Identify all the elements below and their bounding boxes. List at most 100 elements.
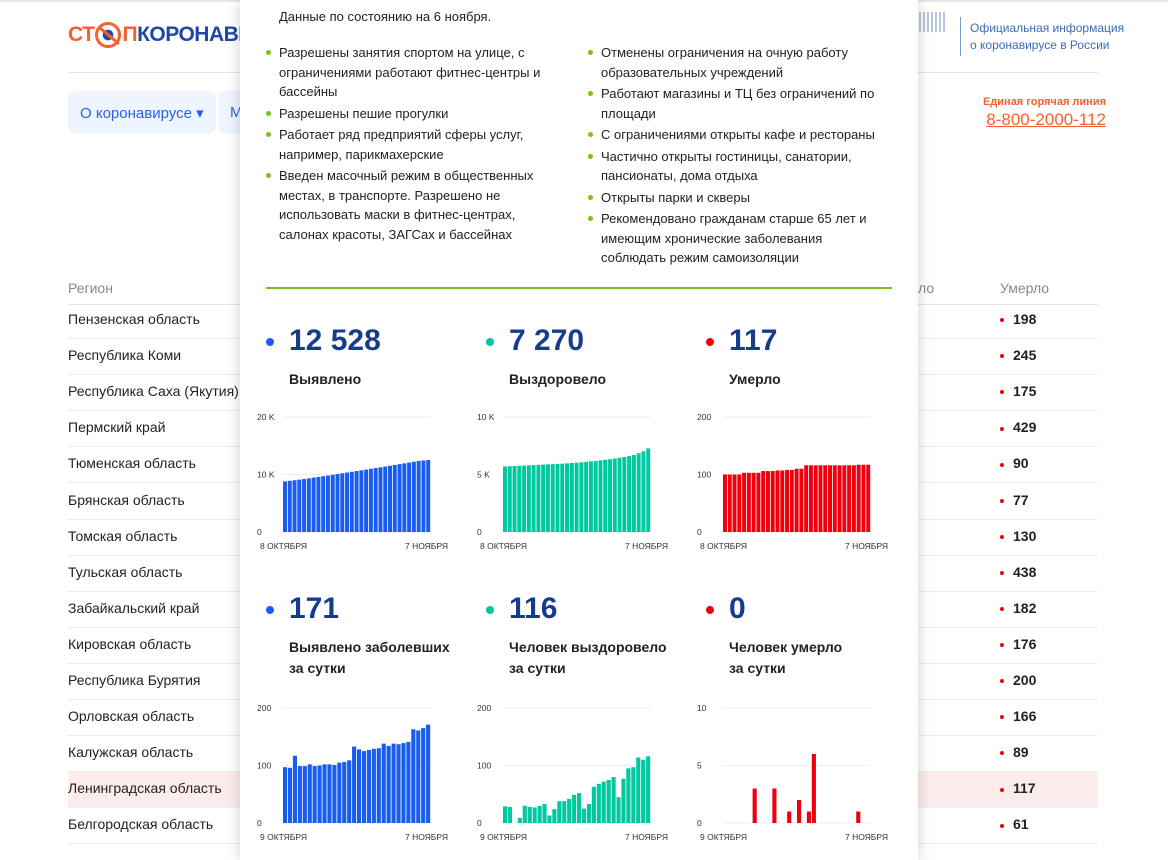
bar[interactable] <box>426 724 431 823</box>
bar[interactable] <box>342 762 347 823</box>
bar[interactable] <box>646 448 651 532</box>
bar[interactable] <box>780 470 785 532</box>
bar[interactable] <box>772 788 777 824</box>
bar[interactable] <box>335 474 340 532</box>
bar[interactable] <box>574 462 579 532</box>
bar[interactable] <box>593 460 598 532</box>
bar[interactable] <box>785 469 790 532</box>
bar[interactable] <box>517 817 522 823</box>
hotline-number-link[interactable]: 8-800-2000-112 <box>986 110 1106 129</box>
bar[interactable] <box>723 474 727 533</box>
bar[interactable] <box>742 472 747 532</box>
bar[interactable] <box>545 464 550 532</box>
bar[interactable] <box>732 474 737 533</box>
bar[interactable] <box>531 465 536 532</box>
bar[interactable] <box>312 766 317 823</box>
bar[interactable] <box>337 762 342 823</box>
bar[interactable] <box>354 471 359 532</box>
bar[interactable] <box>608 459 613 532</box>
bar[interactable] <box>317 765 322 824</box>
bar[interactable] <box>332 764 337 823</box>
bar[interactable] <box>292 480 297 532</box>
bar[interactable] <box>856 811 861 824</box>
bar[interactable] <box>368 468 373 532</box>
bar[interactable] <box>287 480 292 532</box>
bar[interactable] <box>421 728 426 823</box>
bar[interactable] <box>388 465 393 532</box>
bar[interactable] <box>808 465 813 532</box>
bar[interactable] <box>349 471 354 532</box>
bar[interactable] <box>347 760 352 823</box>
bar[interactable] <box>517 465 522 532</box>
bar[interactable] <box>361 751 367 823</box>
bar[interactable] <box>861 464 866 532</box>
bar[interactable] <box>851 465 856 532</box>
column-header-died[interactable]: Умерло <box>1000 280 1050 296</box>
bar[interactable] <box>584 461 589 532</box>
bar[interactable] <box>847 465 852 532</box>
bar[interactable] <box>297 479 302 532</box>
bar[interactable] <box>606 779 611 823</box>
bar[interactable] <box>512 465 517 532</box>
bar[interactable] <box>359 470 364 532</box>
bar[interactable] <box>842 465 847 532</box>
bar[interactable] <box>746 472 751 532</box>
bar[interactable] <box>411 729 416 823</box>
bar[interactable] <box>306 478 311 532</box>
bar[interactable] <box>406 741 411 823</box>
column-header-region[interactable]: Регион <box>68 280 113 296</box>
bar[interactable] <box>572 794 577 823</box>
bar[interactable] <box>386 745 391 823</box>
bar[interactable] <box>526 465 531 532</box>
bar[interactable] <box>646 756 651 823</box>
bar[interactable] <box>577 793 582 823</box>
bar[interactable] <box>507 466 512 532</box>
bar[interactable] <box>832 465 837 532</box>
bar[interactable] <box>536 464 541 532</box>
bar[interactable] <box>856 464 861 532</box>
bar[interactable] <box>373 468 378 532</box>
bar[interactable] <box>866 464 871 532</box>
bar[interactable] <box>283 481 287 532</box>
bar[interactable] <box>611 777 616 823</box>
bar[interactable] <box>799 468 804 532</box>
bar[interactable] <box>542 804 547 823</box>
bar[interactable] <box>357 749 362 823</box>
bar[interactable] <box>381 743 386 823</box>
bar[interactable] <box>522 465 527 532</box>
bar[interactable] <box>562 801 567 823</box>
bar[interactable] <box>818 465 823 532</box>
bar[interactable] <box>756 472 761 532</box>
bar[interactable] <box>603 459 608 532</box>
bar[interactable] <box>391 743 396 823</box>
bar[interactable] <box>636 453 641 532</box>
bar[interactable] <box>727 474 732 533</box>
bar[interactable] <box>322 764 327 823</box>
bar[interactable] <box>552 809 557 823</box>
bar[interactable] <box>797 800 802 823</box>
bar[interactable] <box>813 465 818 532</box>
bar[interactable] <box>507 806 513 823</box>
bar[interactable] <box>302 766 307 823</box>
bar[interactable] <box>307 764 312 823</box>
bar[interactable] <box>401 743 406 823</box>
bar[interactable] <box>616 797 621 823</box>
bar[interactable] <box>366 749 371 823</box>
official-info-link[interactable]: Официальная информация о коронавирусе в Р… <box>970 20 1124 54</box>
bar[interactable] <box>416 730 421 823</box>
bar[interactable] <box>378 467 383 532</box>
bar[interactable] <box>579 462 584 532</box>
bar[interactable] <box>806 811 811 824</box>
bar[interactable] <box>340 473 345 532</box>
bar[interactable] <box>383 466 388 532</box>
bar[interactable] <box>789 469 794 532</box>
bar[interactable] <box>765 471 770 532</box>
bar[interactable] <box>631 767 636 823</box>
bar[interactable] <box>550 464 555 532</box>
bar[interactable] <box>770 471 775 532</box>
bar[interactable] <box>376 748 381 823</box>
bar[interactable] <box>591 786 596 823</box>
bar[interactable] <box>555 463 560 532</box>
bar[interactable] <box>397 464 402 532</box>
bar[interactable] <box>287 767 293 823</box>
